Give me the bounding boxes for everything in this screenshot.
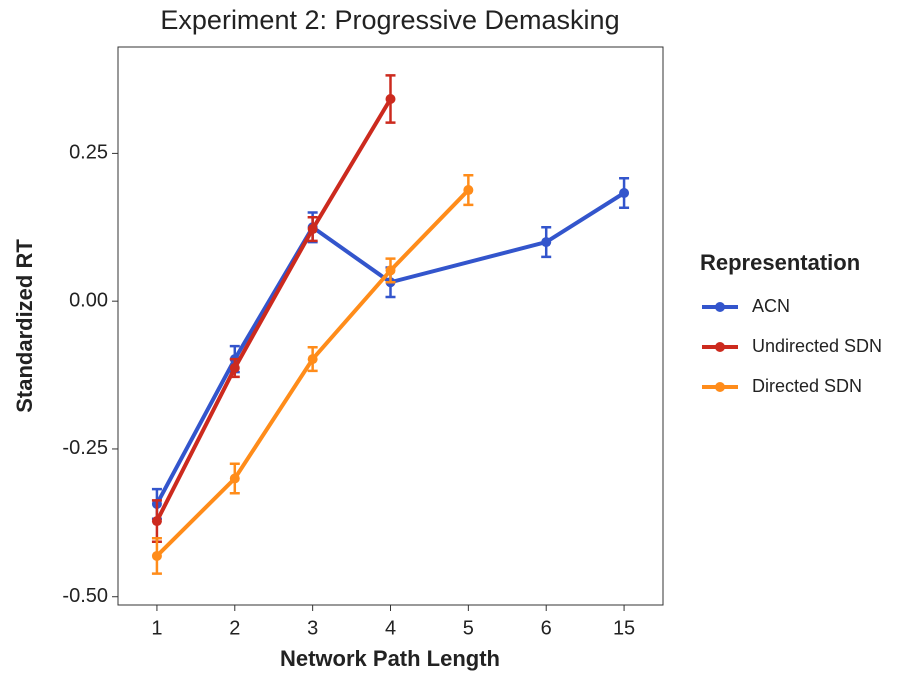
x-tick-label: 1: [151, 617, 162, 639]
x-tick-label: 3: [307, 617, 318, 639]
point: [541, 237, 552, 248]
x-tick-label: 15: [613, 617, 635, 639]
legend-label: Undirected SDN: [752, 336, 882, 356]
x-tick-label: 5: [463, 617, 474, 639]
point: [463, 185, 474, 196]
point: [619, 188, 630, 199]
point: [229, 362, 240, 373]
legend-point: [715, 382, 725, 392]
y-tick-label: -0.25: [62, 437, 108, 459]
point: [307, 224, 318, 235]
x-tick-label: 2: [229, 617, 240, 639]
y-tick-label: -0.50: [62, 585, 108, 607]
y-tick-label: 0.25: [69, 142, 108, 164]
legend-title: Representation: [700, 250, 860, 275]
point: [229, 473, 240, 484]
legend-label: ACN: [752, 296, 790, 316]
point: [151, 516, 162, 527]
point: [151, 550, 162, 561]
point: [385, 265, 396, 276]
point: [385, 94, 396, 105]
x-tick-label: 4: [385, 617, 396, 639]
series-line: [155, 191, 626, 505]
x-axis-label: Network Path Length: [280, 646, 500, 671]
x-tick-label: 6: [541, 617, 552, 639]
series-line: [155, 97, 393, 522]
legend-label: Directed SDN: [752, 376, 862, 396]
legend-point: [715, 302, 725, 312]
chart-title: Experiment 2: Progressive Demasking: [160, 5, 619, 35]
legend-point: [715, 342, 725, 352]
point: [307, 354, 318, 365]
y-axis-label: Standardized RT: [12, 239, 37, 413]
y-tick-label: 0.00: [69, 289, 108, 311]
